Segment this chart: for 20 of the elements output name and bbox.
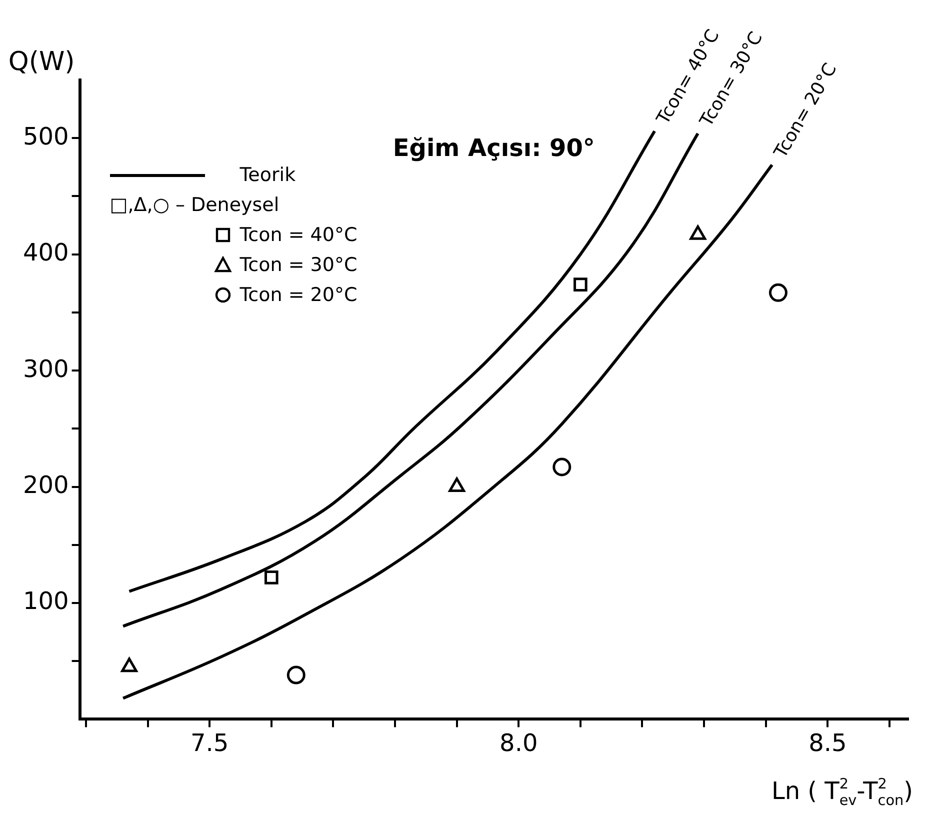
x-tick-label: 7.5 <box>190 728 229 757</box>
point <box>264 570 278 584</box>
y-tick-label: 400 <box>22 238 69 267</box>
legend-label: Tcon = 40°C <box>240 224 358 246</box>
y-tick-label: 500 <box>22 122 69 150</box>
annotation: Teorik <box>240 164 296 186</box>
x-tick-label: 8.5 <box>808 728 847 757</box>
legend-label: Tcon = 20°C <box>240 284 358 306</box>
y-tick-label: 100 <box>22 587 69 616</box>
y-tick-label: 300 <box>22 354 69 383</box>
point <box>552 458 572 476</box>
point <box>768 283 788 302</box>
legend-label: Tcon = 30°C <box>240 254 358 276</box>
y-tick-label: 200 <box>22 471 69 499</box>
x-tick-label: 8.0 <box>500 728 538 757</box>
y-axis-title: Q(W) <box>8 47 75 77</box>
point <box>574 278 588 292</box>
annotation: □,Δ,○ – Deneysel <box>110 193 280 218</box>
point <box>286 666 306 684</box>
text: Eğim Açısı: 90° <box>392 134 595 162</box>
